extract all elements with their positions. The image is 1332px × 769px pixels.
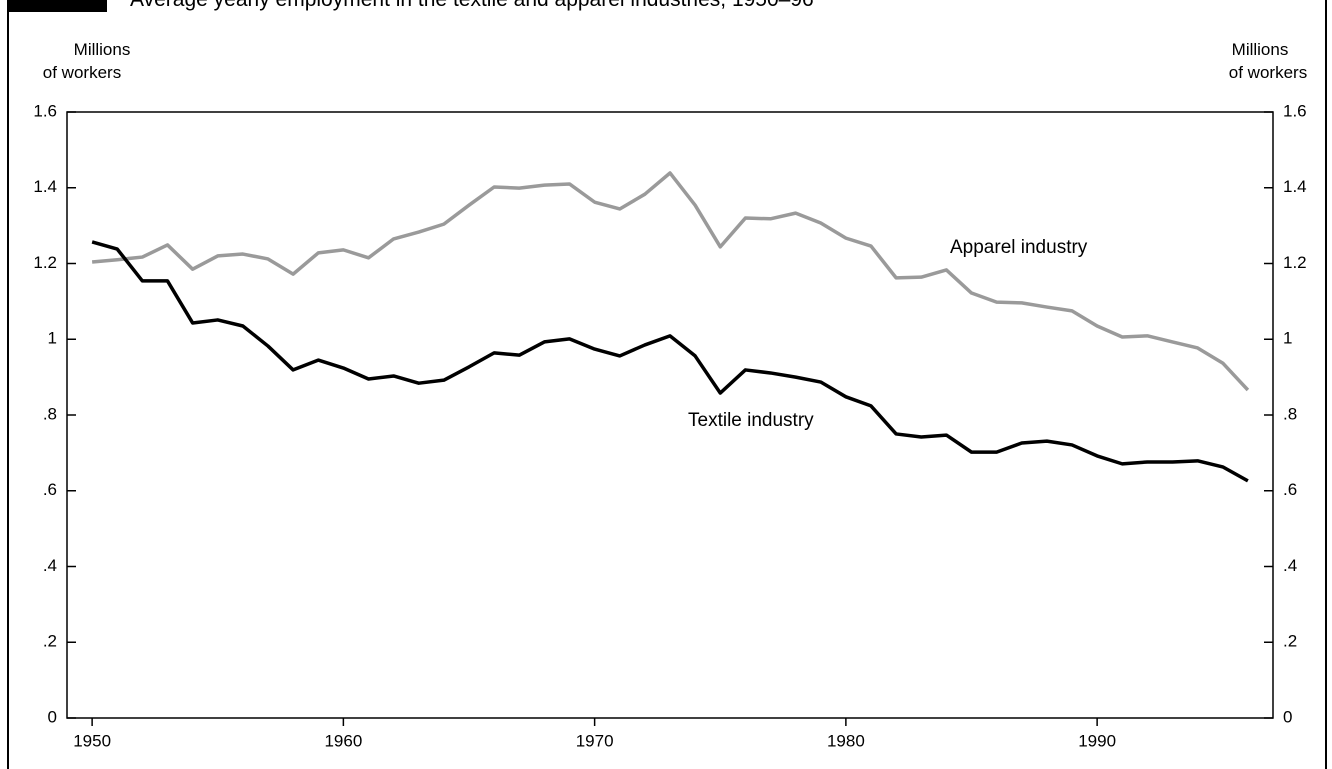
y2-tick-label: 1.2 (1283, 253, 1307, 272)
y2-tick-label: 1 (1283, 329, 1292, 348)
y-axis-label: Millions (74, 40, 131, 59)
x-tick-label: 1990 (1078, 731, 1116, 750)
y-tick-label: 1.2 (33, 253, 57, 272)
x-tick-label: 1950 (73, 731, 111, 750)
y-tick-label: .6 (43, 480, 57, 499)
y-tick-label: .4 (43, 556, 57, 575)
y-tick-label: 1.4 (33, 177, 57, 196)
y2-tick-label: 0 (1283, 707, 1292, 726)
y2-tick-label: .8 (1283, 404, 1297, 423)
y-tick-label: .2 (43, 632, 57, 651)
series-line (91, 171, 1250, 392)
series-label: Textile industry (688, 410, 814, 431)
y2-axis-label: Millions (1232, 40, 1289, 59)
y2-axis-label: of workers (1229, 63, 1307, 82)
y-tick-label: 1 (48, 329, 57, 348)
x-tick-label: 1970 (576, 731, 614, 750)
x-tick-label: 1960 (324, 731, 362, 750)
y-axis-label: of workers (43, 63, 121, 82)
chart-title: Average yearly employment in the textile… (130, 0, 814, 11)
plot-frame (66, 111, 1274, 719)
x-tick-label: 1980 (827, 731, 865, 750)
y2-tick-label: 1.6 (1283, 101, 1307, 120)
y2-tick-label: .2 (1283, 632, 1297, 651)
y2-tick-label: 1.4 (1283, 177, 1307, 196)
y2-tick-label: .6 (1283, 480, 1297, 499)
series-label: Apparel industry (950, 237, 1088, 258)
figure-tag (8, 0, 107, 12)
y2-tick-label: .4 (1283, 556, 1297, 575)
y-tick-label: 0 (48, 707, 57, 726)
series-line (91, 240, 1249, 483)
y-tick-label: 1.6 (33, 101, 57, 120)
y-tick-label: .8 (43, 404, 57, 423)
